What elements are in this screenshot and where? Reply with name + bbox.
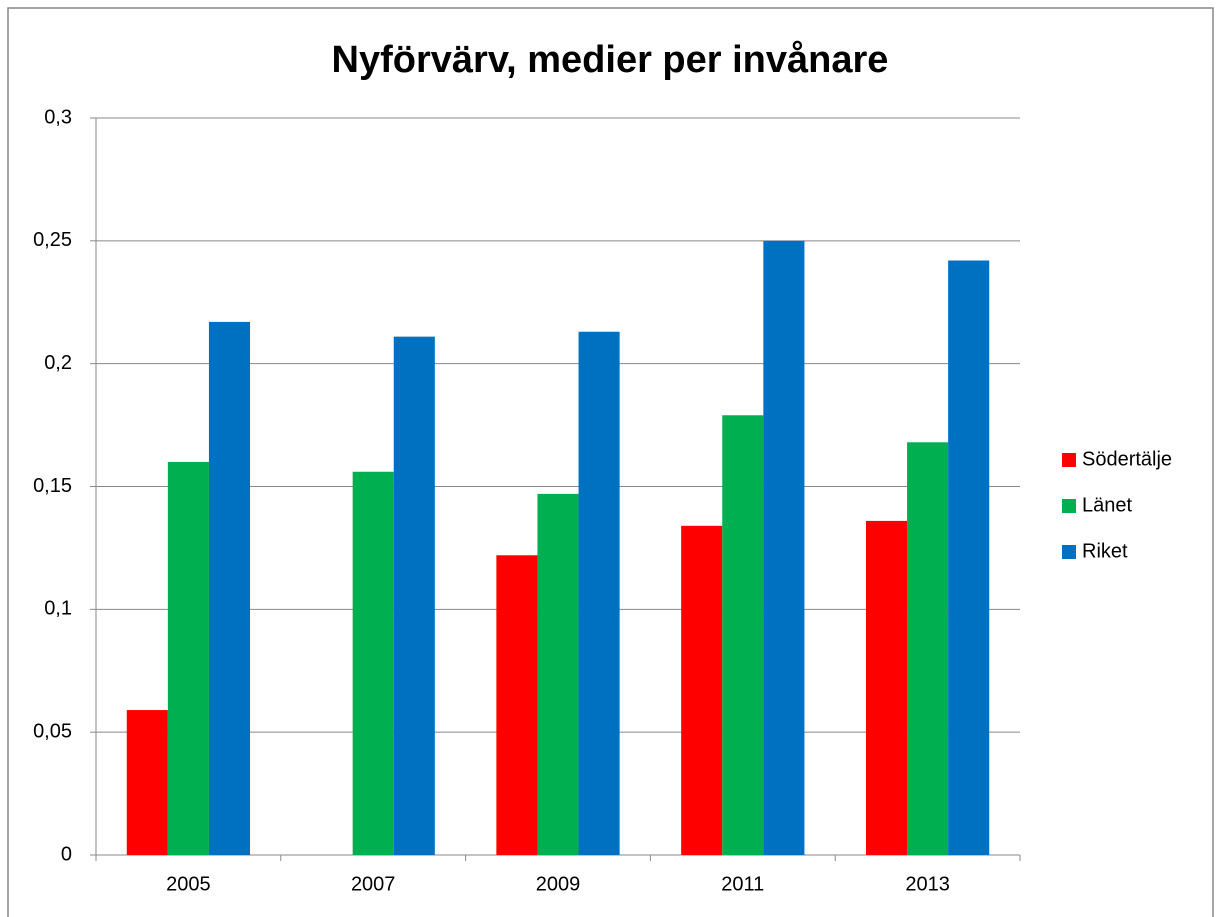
x-tick-label: 2011 [721, 873, 764, 895]
x-tick-label: 2009 [536, 873, 581, 895]
bar [208, 321, 251, 855]
legend-swatch [1062, 499, 1076, 513]
bar [865, 520, 908, 855]
bar [578, 331, 620, 856]
y-tick-label: 0,1 [44, 598, 72, 620]
x-tick-label: 2007 [351, 873, 396, 895]
bar [763, 240, 805, 856]
bar [167, 461, 209, 855]
y-tick-label: 0,3 [44, 106, 72, 128]
x-tick-label: 2005 [166, 873, 211, 895]
y-tick-label: 0,2 [44, 352, 72, 374]
bar [352, 471, 394, 855]
bar [948, 260, 990, 855]
bar [537, 493, 579, 855]
y-tick-label: 0,15 [33, 475, 72, 497]
bar [393, 336, 435, 856]
bar [496, 555, 538, 855]
bar [722, 415, 764, 855]
x-tick-label: 2013 [905, 873, 950, 895]
legend-swatch [1062, 453, 1076, 467]
y-tick-label: 0,05 [33, 720, 72, 742]
legend-label: Södertälje [1082, 448, 1172, 470]
bar [126, 710, 168, 855]
y-tick-label: 0 [61, 843, 72, 865]
bar [907, 442, 949, 855]
legend-label: Riket [1082, 540, 1128, 562]
legend-swatch [1062, 545, 1076, 559]
chart-title: Nyförvärv, medier per invånare [332, 39, 889, 81]
bar [681, 525, 723, 855]
y-tick-label: 0,25 [33, 229, 72, 251]
legend-label: Länet [1082, 494, 1132, 516]
